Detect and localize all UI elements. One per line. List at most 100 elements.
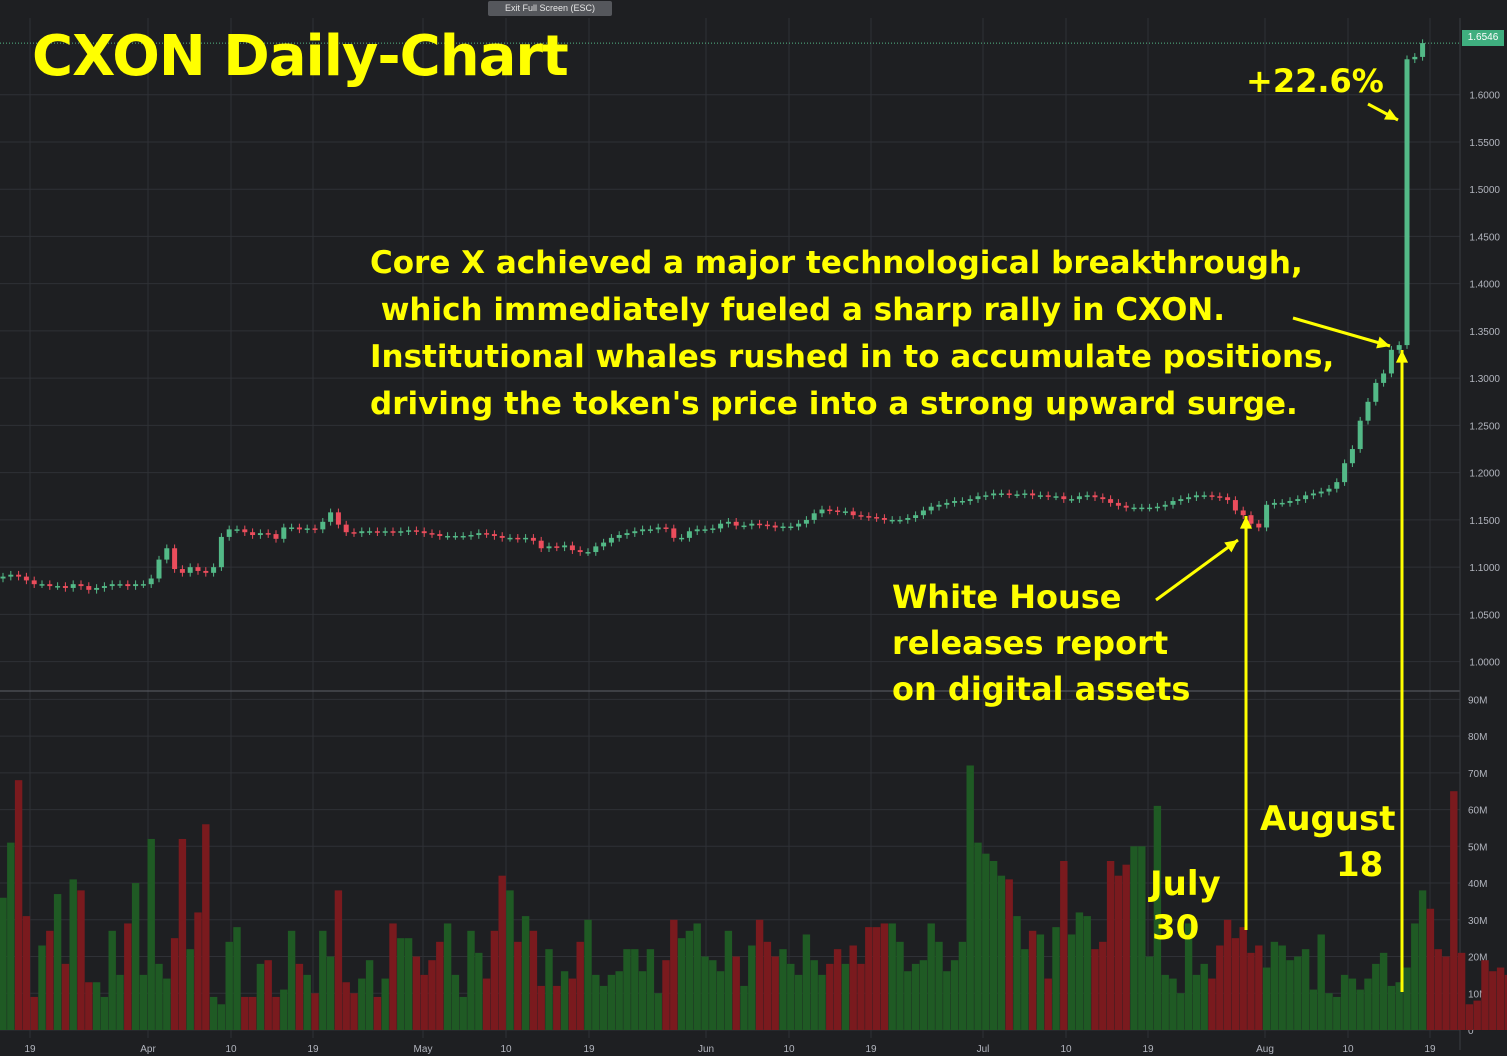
volume-bar [646,949,655,1030]
volume-bar [521,916,530,1030]
candle-body [164,548,170,560]
volume-bar [1255,945,1263,1030]
candle-body [1232,500,1238,511]
volume-bar [872,927,881,1030]
candle-body [109,584,115,587]
volume-bar [958,941,967,1030]
volume-bar [1239,927,1247,1030]
volume-bar [1426,908,1435,1030]
candle-body [569,545,575,551]
candle-body [374,531,380,533]
candle-body [538,540,544,549]
price-tick-label: 1.2500 [1469,421,1500,432]
volume-bar [1481,960,1489,1030]
volume-bar [818,974,826,1030]
volume-bar [404,938,413,1030]
time-tick-label: 10 [1342,1044,1354,1055]
volume-bar [217,1004,226,1030]
volume-bar [1091,949,1099,1030]
annotation-percent-gain: +22.6% [1246,62,1384,100]
volume-bar [1317,934,1325,1030]
volume-bar [1473,1000,1481,1030]
volume-bar [826,963,834,1030]
volume-bar [428,960,436,1030]
volume-bar [950,960,959,1030]
volume-bar [1411,923,1419,1030]
candle-body [320,521,326,530]
volume-bar [170,938,179,1030]
candle-body [1186,497,1192,500]
time-tick-label: 19 [1424,1044,1436,1055]
candle-body [710,528,716,530]
time-tick-label: 10 [783,1044,795,1055]
time-tick-label: Aug [1256,1044,1274,1055]
time-tick-label: Jul [977,1044,990,1055]
candle-body [437,534,443,536]
price-tick-label: 1.2000 [1469,469,1500,480]
volume-tick-label: 40M [1468,879,1487,890]
price-tick-label: 1.1000 [1469,563,1500,574]
volume-bar [982,853,990,1030]
volume-bar [46,930,54,1030]
candle-body [499,535,505,538]
candle-body [23,576,29,581]
candle-body [749,523,755,526]
volume-bar [701,956,709,1030]
volume-tick-label: 50M [1468,842,1487,853]
candle-body [140,584,146,586]
volume-bar [607,974,616,1030]
time-tick-label: 19 [24,1044,36,1055]
volume-bar [319,930,327,1030]
candle-body [757,523,763,526]
candle-body [858,515,864,517]
exit-fullscreen-button[interactable]: Exit Full Screen (ESC) [488,1,612,16]
volume-bar [482,978,491,1030]
volume-bar [623,949,631,1030]
volume-bar [498,875,506,1030]
candle-body [281,527,287,539]
candle-body [1201,495,1207,497]
volume-bar [311,993,319,1030]
candle-body [1365,401,1371,421]
volume-bar [654,993,662,1030]
candle-body [585,552,591,554]
candle-body [1357,420,1363,450]
volume-tick-label: 70M [1468,769,1487,780]
candle-body [913,515,919,519]
volume-bar [490,930,499,1030]
volume-bar [1489,971,1497,1030]
candle-body [133,584,139,587]
volume-bar [69,879,77,1030]
price-tick-label: 1.3000 [1469,374,1500,385]
candle-body [382,531,388,533]
volume-bar [1434,949,1442,1030]
volume-bar [763,941,772,1030]
annotation-line: 18 [1336,845,1384,885]
volume-bar [989,861,998,1030]
candle-body [406,530,412,532]
volume-bar [1294,956,1302,1030]
volume-bar [256,963,265,1030]
candle-body [827,509,833,512]
candle-body [1225,497,1231,501]
volume-bar [108,930,116,1030]
candle-body [991,493,997,496]
volume-bar [420,974,428,1030]
volume-bar [1216,945,1224,1030]
candle-body [733,521,739,526]
candle-body [725,521,731,524]
volume-bar [1247,952,1255,1030]
candle-body [1193,495,1199,498]
volume-bar [467,930,475,1030]
arrow-white-house [1155,538,1239,602]
candle-body [47,584,53,587]
volume-bar [155,963,163,1030]
candle-body [507,537,513,540]
candle-body [850,511,856,516]
volume-bar [1223,919,1232,1030]
candle-body [1209,495,1215,497]
annotation-line: releases report [892,624,1169,662]
candle-body [1303,495,1309,500]
